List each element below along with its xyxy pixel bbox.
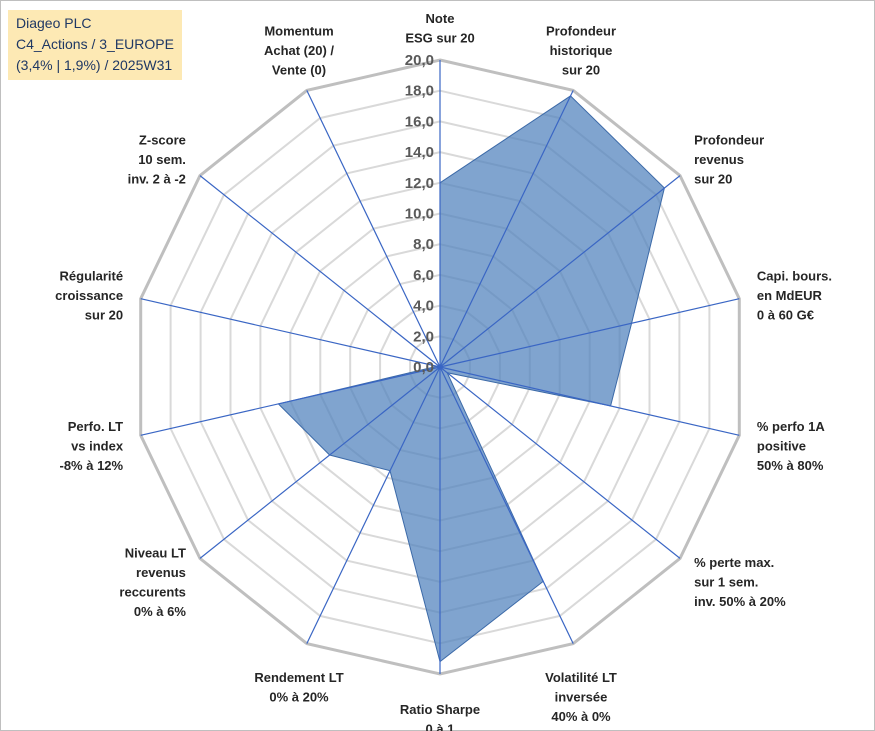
axis-spoke xyxy=(199,366,441,559)
category-label-line: Z-score xyxy=(139,132,186,147)
axis-spoke xyxy=(439,90,574,368)
category-label-line: Perfo. LT xyxy=(68,419,123,434)
tick-label: 14,0 xyxy=(405,144,434,161)
category-label-line: sur 20 xyxy=(694,171,732,186)
axis-spoke xyxy=(439,366,740,436)
tick-label: 4,0 xyxy=(413,298,434,315)
axis-spoke xyxy=(199,175,441,368)
category-label-line: Rendement LT xyxy=(254,670,343,685)
category-label-line: inv. 50% à 20% xyxy=(694,594,786,609)
axis-spoke xyxy=(439,366,681,559)
tick-label: 18,0 xyxy=(405,83,434,100)
category-label-line: 10 sem. xyxy=(138,152,186,167)
category-label-line: inversée xyxy=(555,689,608,704)
category-label-line: Régularité xyxy=(60,268,124,283)
category-label-line: sur 20 xyxy=(562,63,600,78)
tick-label: 0,0 xyxy=(413,359,434,376)
category-label-line: Capi. bours. xyxy=(757,268,832,283)
category-label-line: Volatilité LT xyxy=(545,670,617,685)
category-label-line: Niveau LT xyxy=(125,545,186,560)
category-label: Momentum Achat (20) / Vente (0) xyxy=(264,24,334,78)
axis-spoke xyxy=(306,366,441,644)
spoke-layer xyxy=(140,60,740,674)
category-label: % perfo 1A positive 50% à 80% xyxy=(757,419,826,473)
category-label-line: ESG sur 20 xyxy=(405,31,474,46)
tick-label: 12,0 xyxy=(405,175,434,192)
tick-label: 20,0 xyxy=(405,52,434,69)
category-label-line: historique xyxy=(550,43,613,58)
axis-spoke xyxy=(439,298,740,368)
category-label-line: vs index xyxy=(71,439,124,454)
axis-spoke xyxy=(439,366,574,644)
tick-label: 2,0 xyxy=(413,328,434,345)
axis-spoke xyxy=(306,90,441,368)
title-line-3: (3,4% | 1,9%) / 2025W31 xyxy=(16,57,173,73)
category-label-line: sur 1 sem. xyxy=(694,575,758,590)
category-label-line: revenus xyxy=(136,565,186,580)
category-label: Ratio Sharpe 0 à 1 xyxy=(400,702,480,731)
category-label-line: % perte max. xyxy=(694,555,774,570)
axis-spoke xyxy=(439,175,681,368)
category-label-line: positive xyxy=(757,439,806,454)
category-label-line: en MdEUR xyxy=(757,288,823,303)
category-label-line: 0% à 20% xyxy=(269,689,329,704)
category-label: Capi. bours. en MdEUR 0 à 60 G€ xyxy=(757,268,832,322)
tick-layer: 0,0 2,0 4,0 6,0 8,0 10,0 12,0 14,0 16,0 18,0 20,0 xyxy=(405,52,434,376)
category-label: Rendement LT 0% à 20% xyxy=(254,670,343,705)
tick-label: 6,0 xyxy=(413,267,434,284)
category-label-line: revenus xyxy=(694,152,744,167)
category-label-line: 0% à 6% xyxy=(134,604,186,619)
category-label-line: Note xyxy=(426,11,455,26)
category-label: Note ESG sur 20 xyxy=(405,11,474,46)
axis-spoke xyxy=(140,366,441,436)
tick-label: 10,0 xyxy=(405,206,434,223)
series-area xyxy=(277,95,665,663)
category-label-line: sur 20 xyxy=(85,307,123,322)
category-label: Niveau LT revenus reccurents 0% à 6% xyxy=(119,545,186,619)
category-label-line: Momentum xyxy=(264,24,333,39)
category-label-line: % perfo 1A xyxy=(757,419,826,434)
tick-label: 16,0 xyxy=(405,113,434,130)
tick-label: 8,0 xyxy=(413,236,434,253)
chart-title-box: Diageo PLC C4_Actions / 3_EUROPE (3,4% |… xyxy=(8,10,182,80)
axis-spoke xyxy=(140,298,441,368)
category-label: Profondeur historique sur 20 xyxy=(546,24,616,78)
category-label-line: inv. 2 à -2 xyxy=(128,171,186,186)
category-label: Régularité croissance sur 20 xyxy=(55,268,123,322)
title-line-2: C4_Actions / 3_EUROPE xyxy=(16,36,174,52)
category-label-line: Achat (20) / xyxy=(264,43,334,58)
category-label-line: croissance xyxy=(55,288,123,303)
category-label-line: Ratio Sharpe xyxy=(400,702,480,717)
category-label-line: -8% à 12% xyxy=(60,458,124,473)
category-label: % perte max. sur 1 sem. inv. 50% à 20% xyxy=(694,555,786,609)
category-label-line: Vente (0) xyxy=(272,63,326,78)
category-label-line: reccurents xyxy=(119,584,185,599)
category-label-line: 0 à 60 G€ xyxy=(757,307,814,322)
category-label-layer: Note ESG sur 20 Profondeur historique sur 20… xyxy=(55,11,832,731)
category-label: Volatilité LT inversée 40% à 0% xyxy=(545,670,617,724)
category-label: Z-score 10 sem. inv. 2 à -2 xyxy=(128,132,186,186)
category-label-line: Profondeur xyxy=(694,132,764,147)
title-line-1: Diageo PLC xyxy=(16,15,92,31)
category-label-line: 0 à 1 xyxy=(426,722,455,731)
category-label-line: Profondeur xyxy=(546,24,616,39)
category-label: Perfo. LT vs index -8% à 12% xyxy=(60,419,124,473)
category-label: Profondeur revenus sur 20 xyxy=(694,132,764,186)
category-label-line: 50% à 80% xyxy=(757,458,824,473)
category-label-line: 40% à 0% xyxy=(551,709,611,724)
